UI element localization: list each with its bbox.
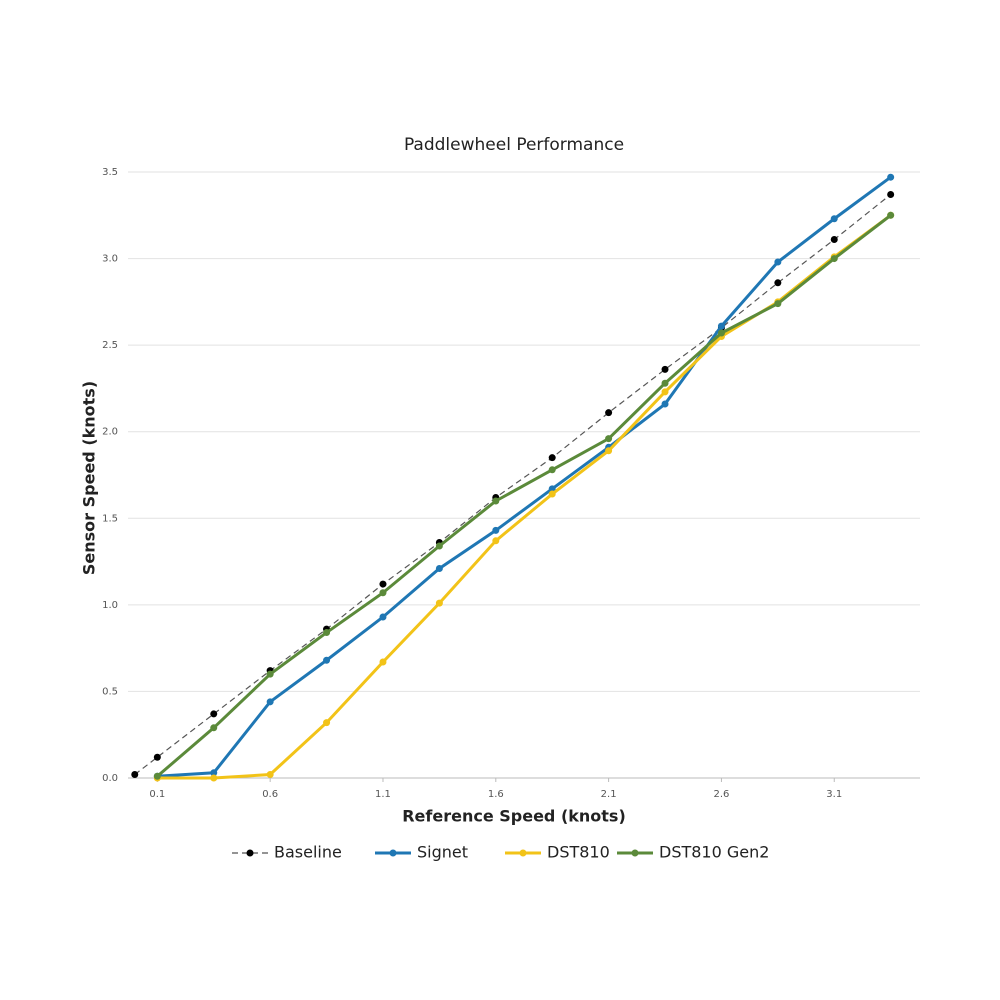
- data-point: [661, 379, 669, 387]
- data-point: [131, 771, 139, 779]
- legend-marker: [389, 849, 397, 857]
- y-tick-label: 1.0: [102, 600, 118, 611]
- data-point: [548, 490, 556, 498]
- data-point: [661, 400, 669, 408]
- y-tick-label: 3.5: [102, 167, 118, 178]
- data-point: [266, 698, 274, 706]
- data-point: [548, 485, 556, 493]
- x-tick-label: 1.1: [375, 789, 391, 800]
- data-point: [492, 497, 500, 505]
- y-tick-label: 3.0: [102, 254, 118, 265]
- data-point: [266, 771, 274, 779]
- data-point: [210, 774, 218, 782]
- data-point: [323, 719, 331, 727]
- data-point: [435, 599, 443, 607]
- data-point: [717, 329, 725, 337]
- data-point: [379, 658, 387, 666]
- legend-label: DST810 Gen2: [659, 843, 769, 862]
- data-point: [774, 258, 782, 266]
- chart-title: Paddlewheel Performance: [404, 135, 624, 155]
- data-point: [210, 724, 218, 732]
- data-point: [605, 435, 613, 443]
- legend-label: Baseline: [274, 843, 342, 862]
- data-point: [153, 772, 161, 780]
- data-point: [661, 365, 669, 373]
- data-point: [379, 580, 387, 588]
- y-tick-label: 0.5: [102, 686, 118, 697]
- data-point: [887, 191, 895, 199]
- data-point: [605, 447, 613, 455]
- x-tick-label: 2.1: [601, 789, 617, 800]
- x-tick-label: 0.1: [149, 789, 165, 800]
- series-line: [157, 175, 892, 778]
- y-tick-label: 2.0: [102, 427, 118, 438]
- data-point: [210, 710, 218, 718]
- data-point: [435, 564, 443, 572]
- legend-marker: [519, 849, 527, 857]
- data-point: [379, 613, 387, 621]
- series-line: [156, 214, 892, 778]
- data-point: [435, 542, 443, 550]
- data-point: [774, 300, 782, 308]
- data-point: [323, 629, 331, 637]
- data-point: [887, 173, 895, 181]
- x-tick-label: 1.6: [488, 789, 504, 800]
- data-point: [830, 255, 838, 263]
- legend-label: DST810: [547, 843, 610, 862]
- data-point: [153, 753, 161, 761]
- data-point: [266, 670, 274, 678]
- data-point: [661, 388, 669, 396]
- data-point: [323, 656, 331, 664]
- data-point: [379, 589, 387, 597]
- data-point: [548, 466, 556, 474]
- data-point: [492, 526, 500, 534]
- data-point: [774, 279, 782, 287]
- y-tick-label: 1.5: [102, 513, 118, 524]
- y-tick-label: 0.0: [102, 773, 118, 784]
- data-point: [605, 409, 613, 417]
- x-tick-label: 3.1: [826, 789, 842, 800]
- x-tick-label: 2.6: [713, 789, 729, 800]
- data-point: [830, 236, 838, 244]
- y-tick-label: 2.5: [102, 340, 118, 351]
- data-point: [492, 537, 500, 545]
- legend-marker: [246, 849, 254, 857]
- data-point: [887, 211, 895, 219]
- legend-marker: [631, 849, 639, 857]
- data-point: [548, 454, 556, 462]
- y-axis-label: Sensor Speed (knots): [80, 381, 99, 575]
- data-point: [717, 322, 725, 330]
- legend-label: Signet: [417, 843, 468, 862]
- data-point: [210, 769, 218, 777]
- data-point: [830, 215, 838, 223]
- x-axis-label: Reference Speed (knots): [402, 807, 626, 826]
- x-tick-label: 0.6: [262, 789, 278, 800]
